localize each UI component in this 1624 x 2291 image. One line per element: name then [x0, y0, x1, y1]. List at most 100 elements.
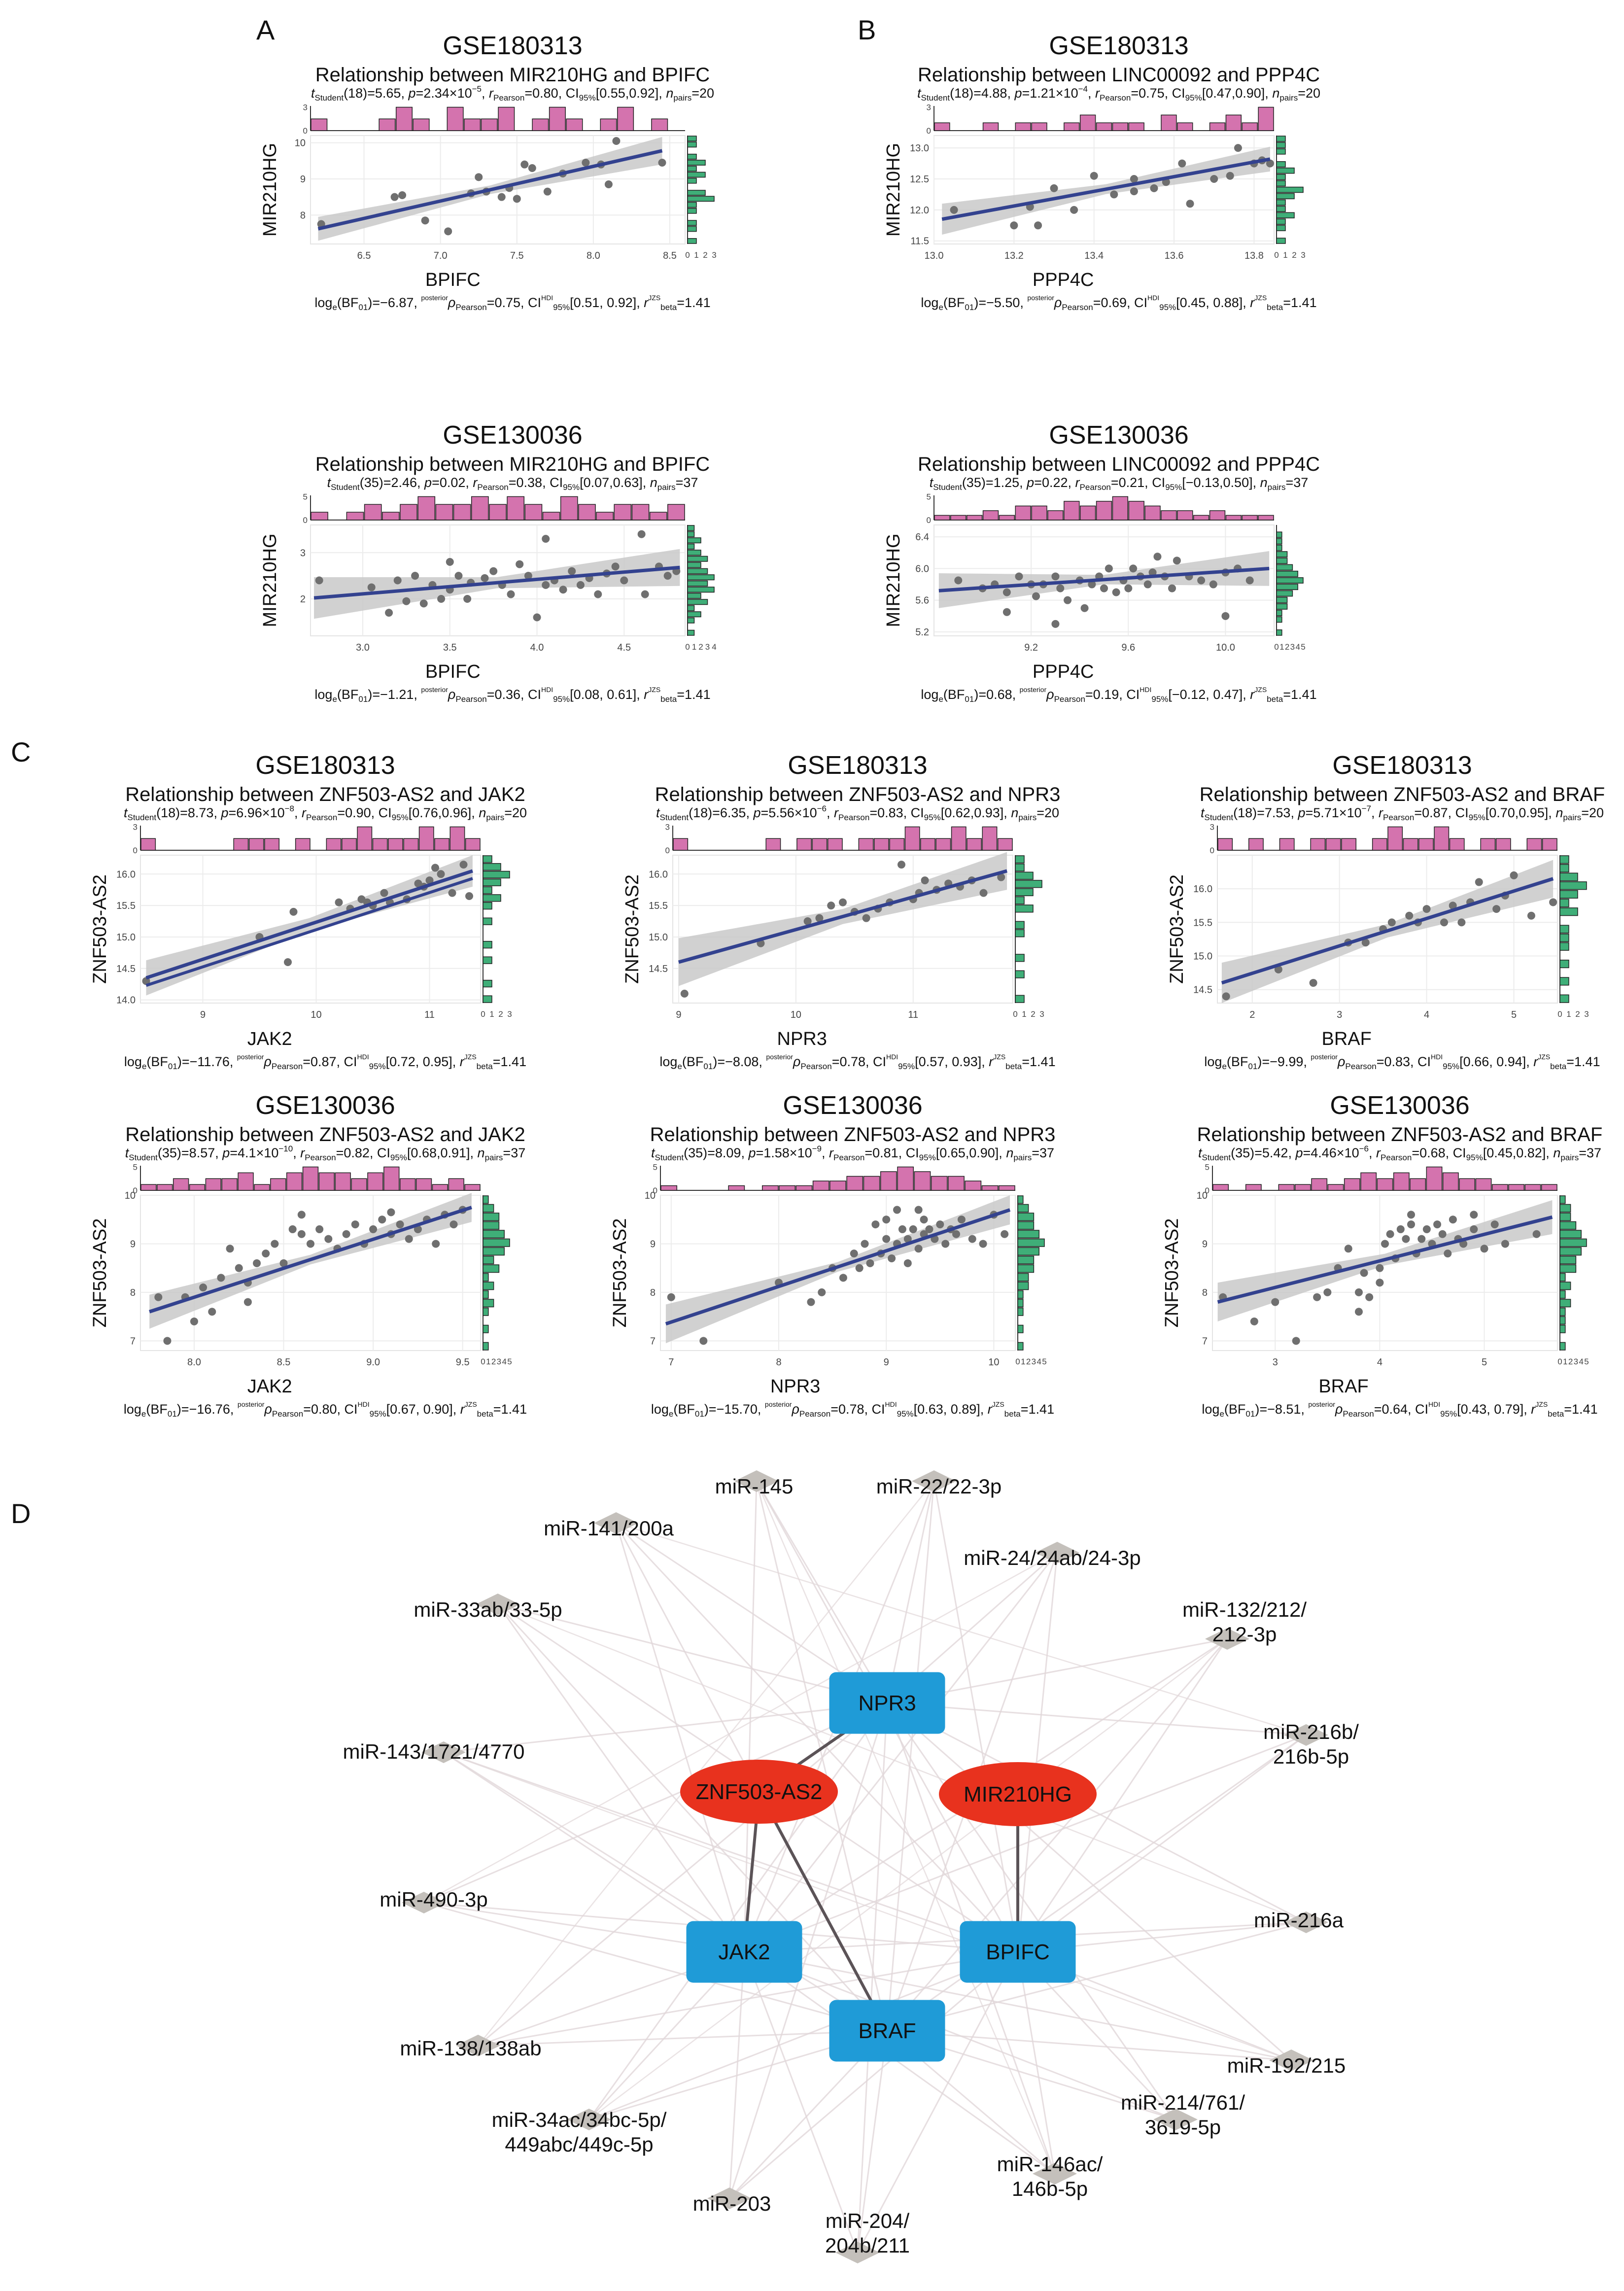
hist-y-bar — [1015, 855, 1025, 864]
hist-x-bar — [464, 118, 481, 131]
hist-y-bar — [1017, 1264, 1035, 1273]
hist-y-bar — [483, 1238, 510, 1247]
scatter-panel-c6: GSE130036 Relationship between ZNF503-AS2… — [1162, 1091, 1602, 1419]
hist-y-bar — [687, 617, 695, 624]
data-point — [897, 861, 905, 869]
hist-x-tick-label: 5 — [653, 1163, 657, 1172]
edge-mirna-gene — [615, 1523, 745, 1952]
panel-letter-b: B — [858, 14, 876, 45]
x-tick-label: 3.0 — [356, 642, 370, 653]
hist-x-bar — [302, 1166, 319, 1191]
scatter-panel-c5: GSE130036 Relationship between ZNF503-AS2… — [610, 1091, 1055, 1419]
data-point — [1197, 576, 1206, 585]
scatter-panel-c4: GSE130036 Relationship between ZNF503-AS2… — [90, 1091, 527, 1419]
hist-x-tick-label: 0 — [653, 1186, 657, 1195]
edge-mirna-gene — [886, 1481, 935, 2031]
hist-x-bar — [560, 496, 578, 521]
data-point — [1250, 1317, 1258, 1325]
y-axis-label: MIR210HG — [883, 533, 904, 627]
data-point — [411, 572, 419, 580]
y-tick-label: 10 — [295, 138, 306, 149]
y-tick-label: 7 — [1202, 1336, 1208, 1347]
hist-x-bar — [351, 1178, 367, 1191]
hist-x-bar — [205, 1178, 222, 1191]
hist-y-bar — [1017, 1307, 1024, 1316]
data-point — [594, 590, 602, 598]
hist-y-bar — [483, 1195, 489, 1204]
dataset-title: GSE130036 — [1330, 1091, 1469, 1120]
hist-x-bar — [1242, 515, 1258, 521]
hist-y-bar — [687, 574, 715, 581]
hist-y-bar — [1276, 564, 1293, 571]
panel-letter-d: D — [11, 1498, 31, 1529]
hist-y-bar — [1559, 907, 1578, 916]
mirna-label: miR-216a — [1254, 1909, 1344, 1932]
hist-x-bar — [673, 838, 689, 851]
stats-bayesian: loge(BF01)=−1.21, posteriorρPearson=0.36… — [314, 686, 710, 704]
edge-mirna-gene — [743, 1951, 859, 2253]
y-tick-label: 15.5 — [116, 901, 136, 911]
data-point — [641, 590, 649, 598]
hist-y-bar — [1276, 557, 1288, 564]
hist-x-bar — [1242, 122, 1258, 131]
stats-frequentist: tStudent(35)=8.57, p=4.1×10−10, rPearson… — [125, 1144, 525, 1162]
x-axis-label: JAK2 — [247, 1029, 292, 1049]
mirna-label: 3619-5p — [1145, 2116, 1221, 2139]
data-point — [898, 1225, 906, 1233]
hist-y-bar — [1015, 921, 1025, 929]
hist-x-bar — [221, 1178, 238, 1191]
scatter-panel-c3: GSE180313 Relationship between ZNF503-AS2… — [1167, 751, 1605, 1071]
hist-y-bar — [687, 177, 697, 184]
mirna-diamond — [912, 1470, 956, 1492]
data-point — [1124, 584, 1133, 592]
hist-x-bar — [448, 1178, 464, 1191]
data-point — [1226, 172, 1234, 180]
hist-y-bar — [1015, 970, 1025, 978]
node-label: JAK2 — [718, 1940, 770, 1964]
hist-x-bar — [367, 1172, 383, 1191]
y-axis-label: ZNF503-AS2 — [1167, 874, 1187, 984]
hist-x-bar — [318, 1172, 335, 1191]
hist-x-bar — [1508, 1184, 1525, 1191]
node-mir210hg: MIR210HG — [939, 1762, 1097, 1826]
hist-y-bar — [1559, 1204, 1571, 1213]
dataset-title: GSE130036 — [783, 1091, 922, 1120]
hist-y-bar — [483, 878, 501, 886]
hist-x-bar — [631, 504, 650, 521]
hist-y-bar — [1559, 1247, 1582, 1256]
hist-x-bar — [1459, 1178, 1476, 1191]
hist-y-bar — [1559, 934, 1569, 942]
hist-x-tick-label: 3 — [303, 103, 308, 112]
scatter-panel-a2: GSE130036 Relationship between MIR210HG a… — [260, 421, 717, 704]
data-point — [1354, 1308, 1363, 1316]
data-point — [425, 876, 434, 885]
hist-y-tick-label: 3 — [1574, 1357, 1578, 1366]
hist-y-bar — [687, 568, 708, 574]
hist-y-bar — [1276, 199, 1286, 206]
relationship-title: Relationship between LINC00092 and PPP4C — [918, 64, 1320, 86]
edge-mirna-gene — [588, 1951, 1018, 2120]
hist-y-tick-label: 2 — [1575, 1009, 1580, 1019]
data-point — [1490, 1220, 1499, 1229]
hist-x-tick-label: 5 — [303, 492, 308, 502]
hist-x-bar — [1403, 838, 1418, 851]
edge-mirna-gene — [729, 1951, 1018, 2199]
data-point — [437, 870, 445, 878]
hist-x-bar — [286, 1172, 303, 1191]
hist-y-bar — [483, 886, 492, 894]
hist-x-bar — [1526, 838, 1542, 851]
x-tick-label: 10 — [311, 1009, 321, 1020]
x-axis-label: BRAF — [1318, 1376, 1368, 1397]
hist-x-bar — [549, 106, 566, 131]
data-point — [217, 1274, 225, 1282]
hist-x-bar — [873, 838, 889, 851]
hist-y-tick-label: 0 — [685, 642, 690, 652]
hist-x-bar — [1096, 501, 1112, 521]
hist-x-bar — [403, 838, 419, 851]
hist-x-bar — [1144, 505, 1161, 521]
hist-y-bar — [1276, 629, 1282, 636]
data-point — [1407, 1220, 1416, 1229]
y-tick-label: 8 — [300, 210, 306, 221]
x-tick-label: 10 — [988, 1357, 999, 1368]
hist-y-tick-label: 3 — [705, 642, 710, 652]
